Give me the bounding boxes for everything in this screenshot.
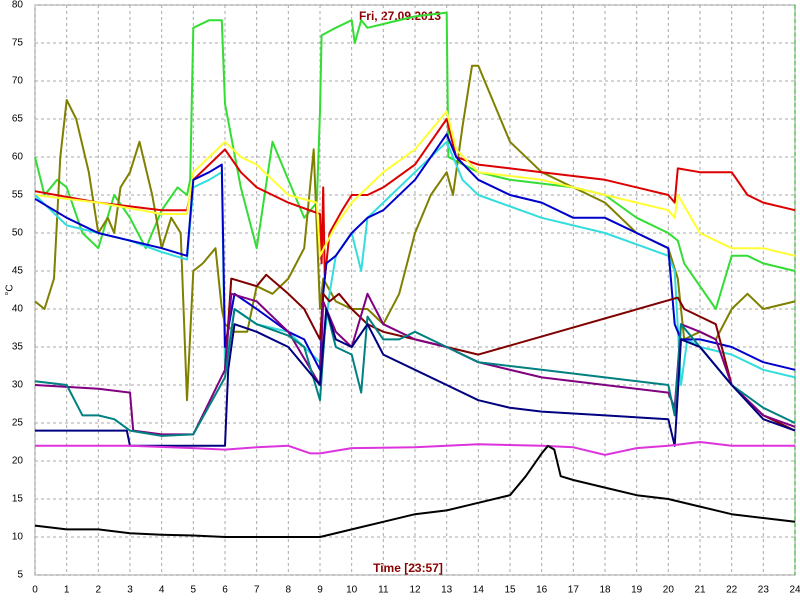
y-tick-label: 55 <box>12 190 24 201</box>
series-line <box>34 64 796 402</box>
y-tick-label: 40 <box>12 304 24 315</box>
x-tick-label: 4 <box>159 585 165 596</box>
x-tick-label: 5 <box>191 585 197 596</box>
y-tick-label: 10 <box>12 532 24 543</box>
x-tick-label: 17 <box>568 585 580 596</box>
x-tick-label: 16 <box>536 585 548 596</box>
x-tick-label: 14 <box>473 585 485 596</box>
y-tick-label: 65 <box>12 114 24 125</box>
series-line <box>34 444 796 538</box>
x-tick-label: 20 <box>663 585 675 596</box>
x-tick-label: 2 <box>96 585 102 596</box>
y-tick-label: 5 <box>17 570 23 581</box>
y-tick-label: 70 <box>12 76 24 87</box>
x-tick-label: 19 <box>631 585 643 596</box>
chart-title: Fri, 27.09.2013 <box>359 9 441 23</box>
x-tick-label: 13 <box>441 585 453 596</box>
y-axis-label: °C <box>5 284 16 295</box>
x-tick-label: 12 <box>409 585 421 596</box>
x-tick-label: 3 <box>127 585 133 596</box>
x-tick-label: 22 <box>726 585 738 596</box>
x-axis-label: Time [23:57] <box>373 561 443 575</box>
series-line <box>34 11 796 310</box>
y-tick-label: 60 <box>12 152 24 163</box>
x-tick-label: 6 <box>222 585 228 596</box>
x-tick-label: 15 <box>504 585 516 596</box>
series-line <box>34 308 796 437</box>
y-tick-label: 50 <box>12 228 24 239</box>
x-tick-label: 24 <box>789 585 800 596</box>
x-tick-label: 7 <box>254 585 260 596</box>
y-tick-label: 15 <box>12 494 24 505</box>
y-tick-label: 30 <box>12 380 24 391</box>
series-line <box>35 308 796 447</box>
y-tick-label: 45 <box>12 266 24 277</box>
x-tick-label: 1 <box>64 585 70 596</box>
y-tick-label: 75 <box>12 38 24 49</box>
y-tick-label: 80 <box>12 0 24 11</box>
x-tick-label: 8 <box>286 585 292 596</box>
series-line <box>34 110 796 257</box>
x-tick-label: 18 <box>599 585 611 596</box>
y-tick-label: 35 <box>12 342 24 353</box>
series-line <box>34 133 796 371</box>
x-tick-label: 9 <box>317 585 323 596</box>
x-tick-label: 10 <box>346 585 358 596</box>
y-tick-label: 20 <box>12 456 24 467</box>
x-tick-label: 0 <box>32 585 38 596</box>
x-tick-label: 21 <box>694 585 706 596</box>
x-tick-label: 23 <box>758 585 770 596</box>
x-tick-label: 11 <box>378 585 389 596</box>
series-line <box>35 441 795 456</box>
y-tick-label: 25 <box>12 418 24 429</box>
series-line <box>34 118 796 280</box>
